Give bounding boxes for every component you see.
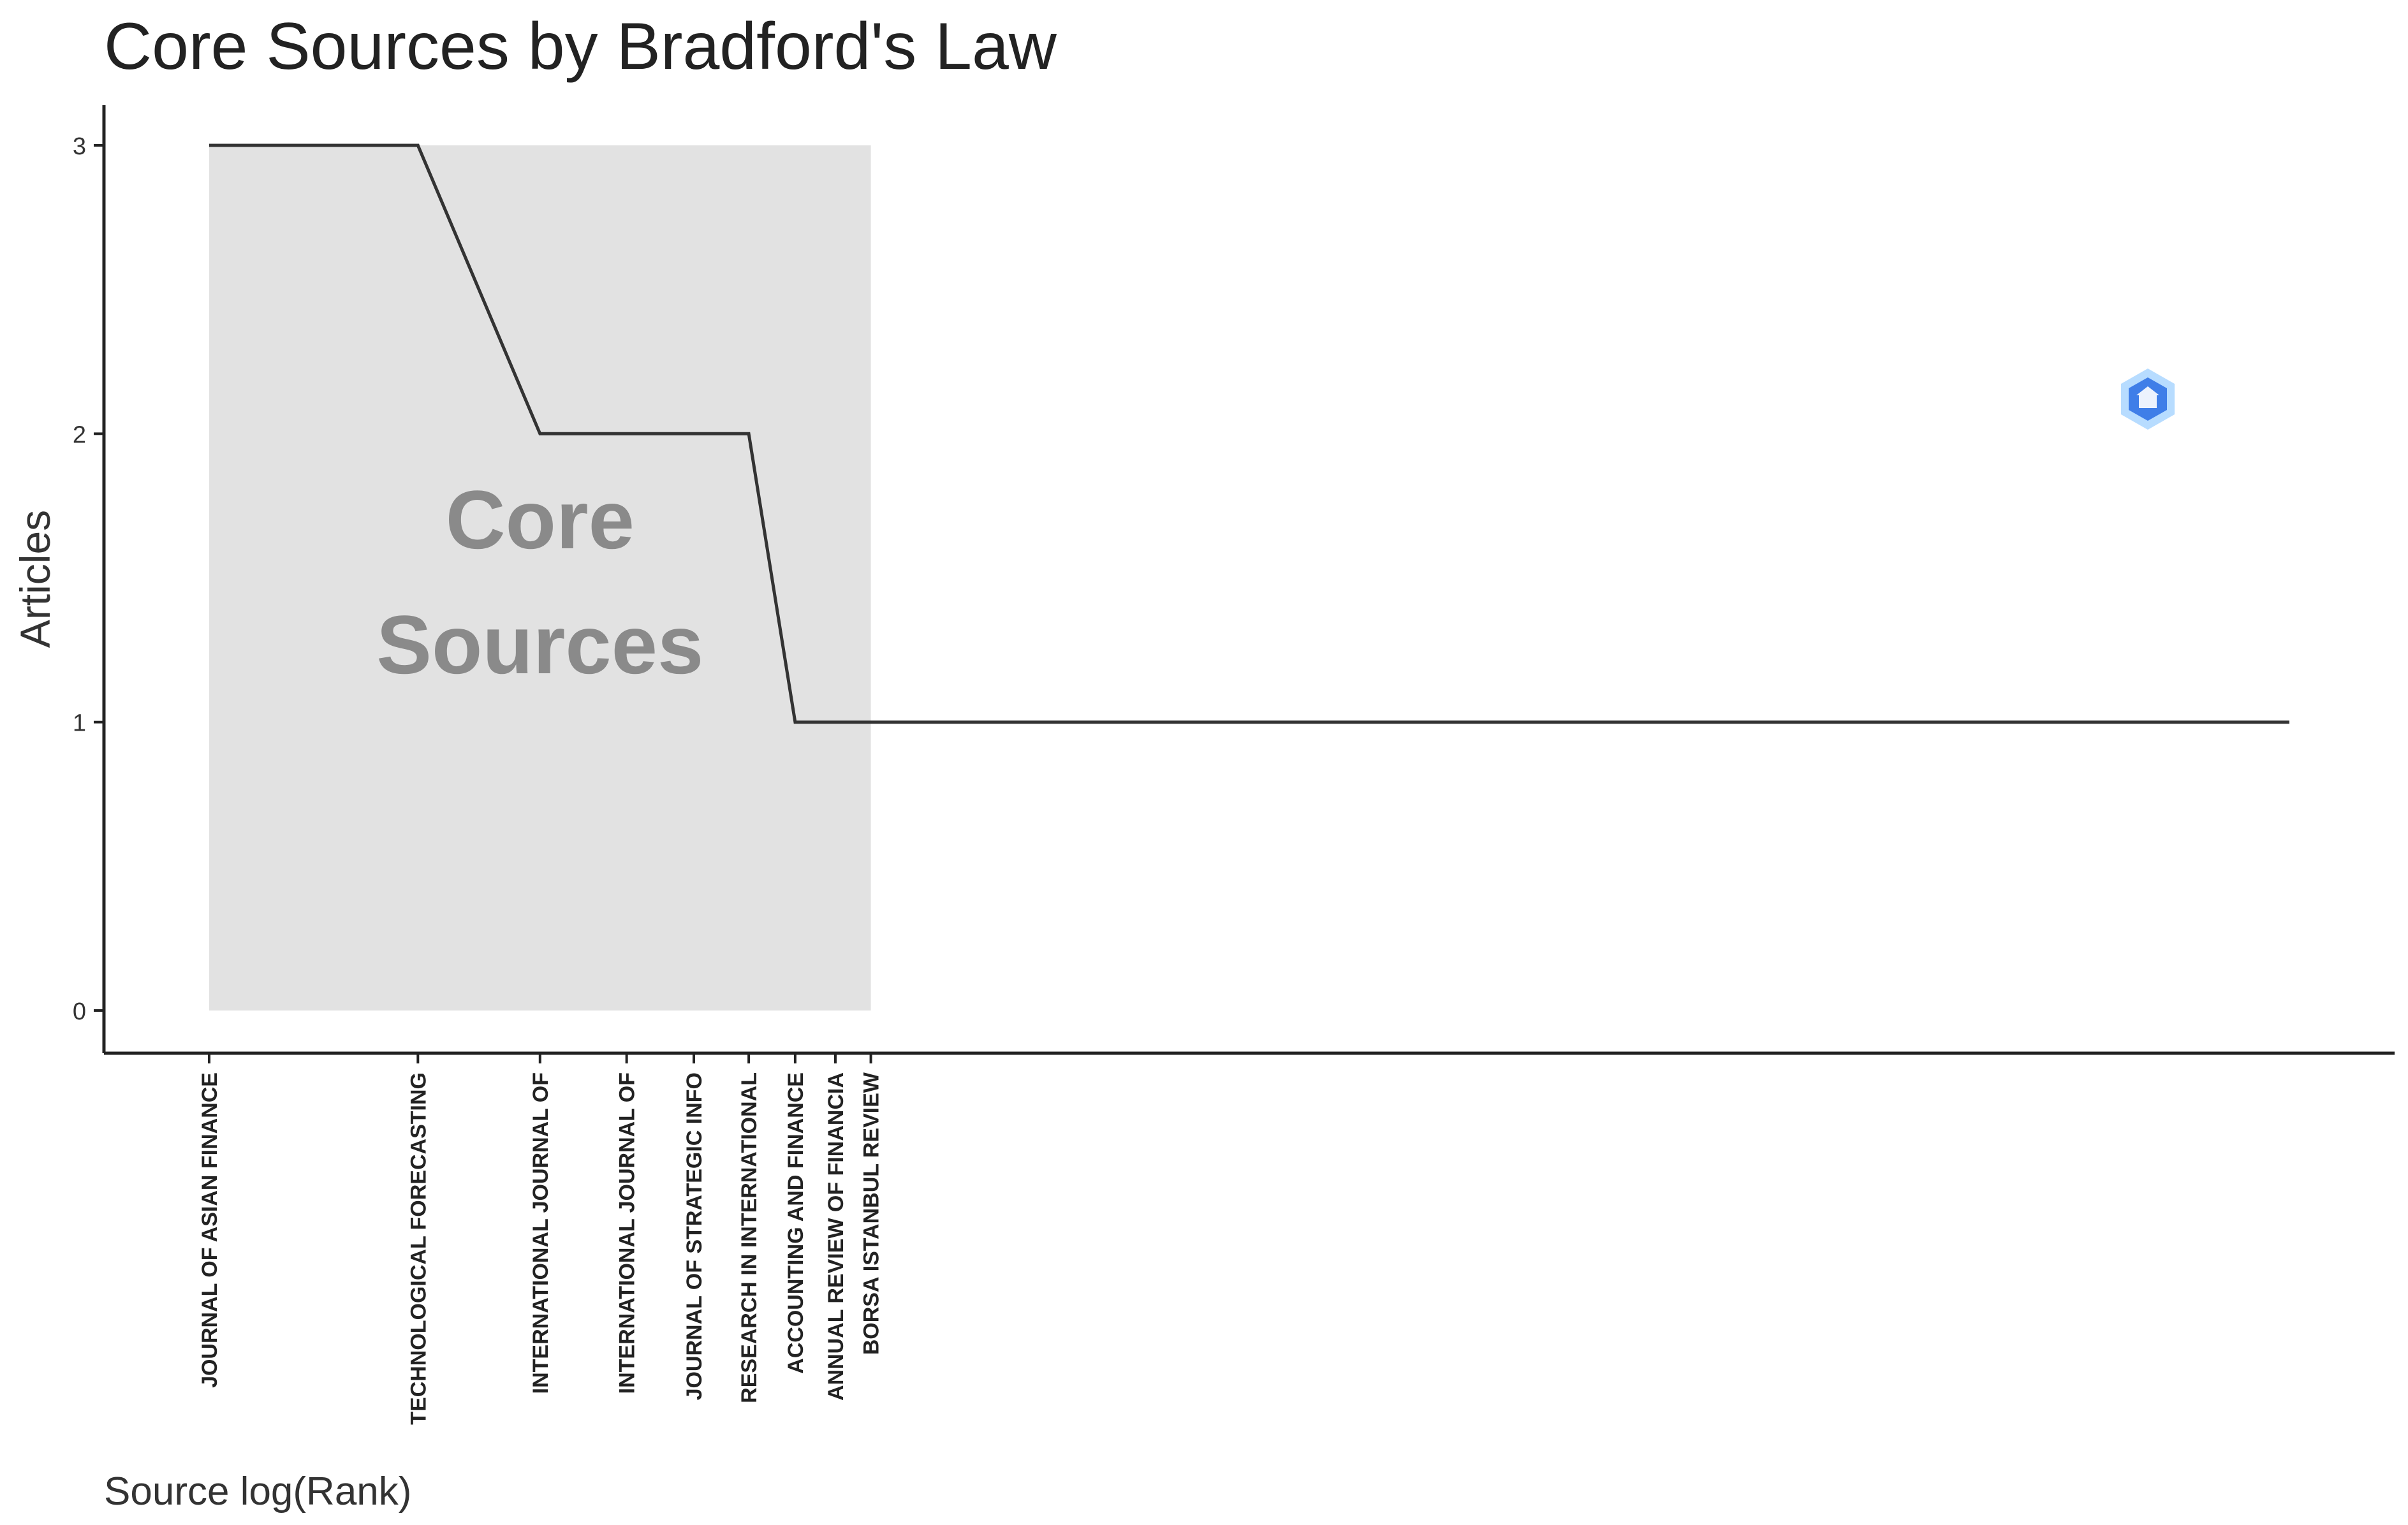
core-sources-zone xyxy=(209,145,871,1011)
y-axis-ticks: 0 1 2 3 xyxy=(73,133,104,1025)
y-tick-label: 3 xyxy=(73,133,86,160)
x-axis-label: Source log(Rank) xyxy=(104,1470,411,1514)
hexagon-logo-icon xyxy=(2121,368,2175,430)
x-tick-label: JOURNAL OF STRATEGIC INFO xyxy=(682,1072,707,1400)
core-label-line-2: Sources xyxy=(376,598,703,691)
core-sources-label: Core Sources xyxy=(376,473,703,691)
y-tick-label: 1 xyxy=(73,710,86,737)
y-tick-label: 2 xyxy=(73,421,86,448)
chart-title: Core Sources by Bradford's Law xyxy=(104,10,1057,84)
x-tick-label: TECHNOLOGICAL FORECASTING xyxy=(406,1072,430,1425)
x-tick-label: ANNUAL REVIEW OF FINANCIA xyxy=(824,1072,848,1401)
x-axis-ticks: JOURNAL OF ASIAN FINANCE TECHNOLOGICAL FO… xyxy=(198,1053,884,1425)
core-label-line-1: Core xyxy=(446,473,635,566)
x-tick-label: RESEARCH IN INTERNATIONAL xyxy=(737,1072,761,1403)
x-tick-label: INTERNATIONAL JOURNAL OF xyxy=(615,1072,640,1394)
x-tick-label: BORSA ISTANBUL REVIEW xyxy=(860,1072,884,1355)
y-tick-label: 0 xyxy=(73,998,86,1025)
x-tick-label: JOURNAL OF ASIAN FINANCE xyxy=(198,1072,222,1388)
articles-line xyxy=(209,143,2289,724)
y-axis-label: Articles xyxy=(11,510,59,648)
x-tick-label: INTERNATIONAL JOURNAL OF xyxy=(529,1072,553,1394)
x-tick-label: ACCOUNTING AND FINANCE xyxy=(784,1072,808,1374)
